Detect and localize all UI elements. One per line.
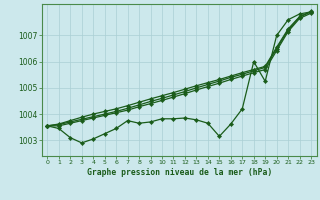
X-axis label: Graphe pression niveau de la mer (hPa): Graphe pression niveau de la mer (hPa)	[87, 168, 272, 177]
